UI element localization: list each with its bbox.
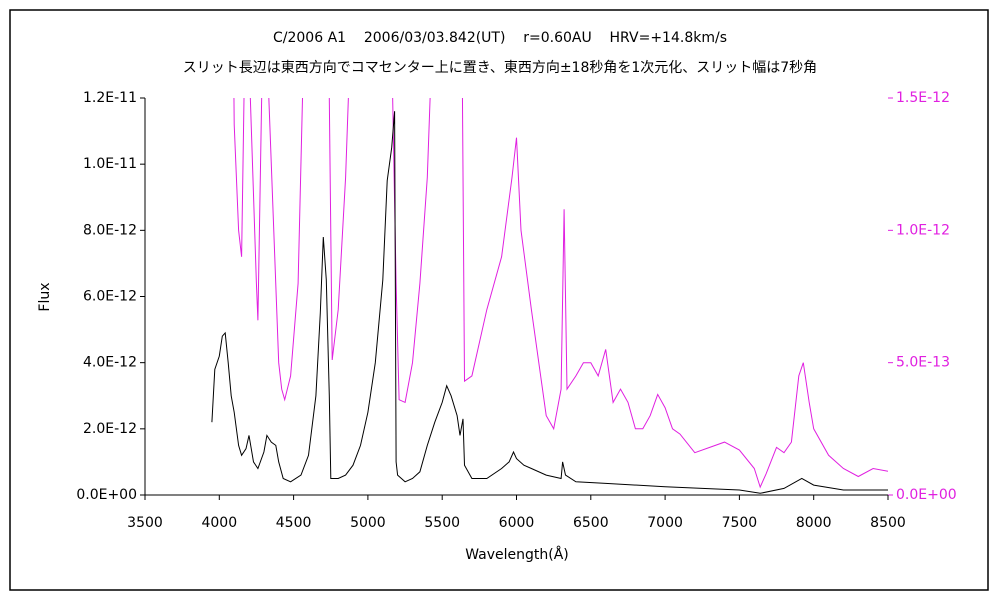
- y-tick-label: 6.0E-12: [83, 289, 137, 305]
- x-tick-label: 5500: [424, 515, 460, 531]
- x-tick-label: 8000: [796, 515, 832, 531]
- y-tick-label: 0.0E+00: [76, 487, 137, 503]
- x-tick-label: 6500: [573, 515, 609, 531]
- x-tick-label: 8500: [870, 515, 906, 531]
- x-tick-label: 3500: [127, 515, 163, 531]
- x-axis-label: Wavelength(Å): [465, 546, 569, 563]
- x-tick-label: 7000: [647, 515, 683, 531]
- chart-subtitle: スリット長辺は東西方向でコマセンター上に置き、東西方向±18秒角を1次元化、スリ…: [183, 60, 817, 76]
- chart-frame: [9, 9, 989, 591]
- x-tick-label: 4000: [201, 515, 237, 531]
- spectrum-line: [211, 111, 888, 494]
- y2-tick-label: 1.5E-12: [896, 90, 950, 106]
- x-tick-label: 4500: [276, 515, 312, 531]
- spectrum-line: [233, 98, 888, 489]
- y-tick-label: 2.0E-12: [83, 421, 137, 437]
- x-tick-label: 7500: [722, 515, 758, 531]
- chart-title: C/2006 A1 2006/03/03.842(UT) r=0.60AU HR…: [273, 30, 727, 46]
- y-tick-label: 1.2E-11: [83, 90, 137, 106]
- y-tick-label: 4.0E-12: [83, 355, 137, 371]
- y-tick-label: 1.0E-11: [83, 156, 137, 172]
- y2-tick-label: 5.0E-13: [896, 355, 950, 371]
- x-tick-label: 6000: [499, 515, 535, 531]
- y2-tick-label: 1.0E-12: [896, 222, 950, 238]
- y2-tick-label: 0.0E+00: [896, 487, 957, 503]
- y-tick-label: 8.0E-12: [83, 222, 137, 238]
- x-tick-label: 5000: [350, 515, 386, 531]
- y-axis-label: Flux: [37, 282, 53, 311]
